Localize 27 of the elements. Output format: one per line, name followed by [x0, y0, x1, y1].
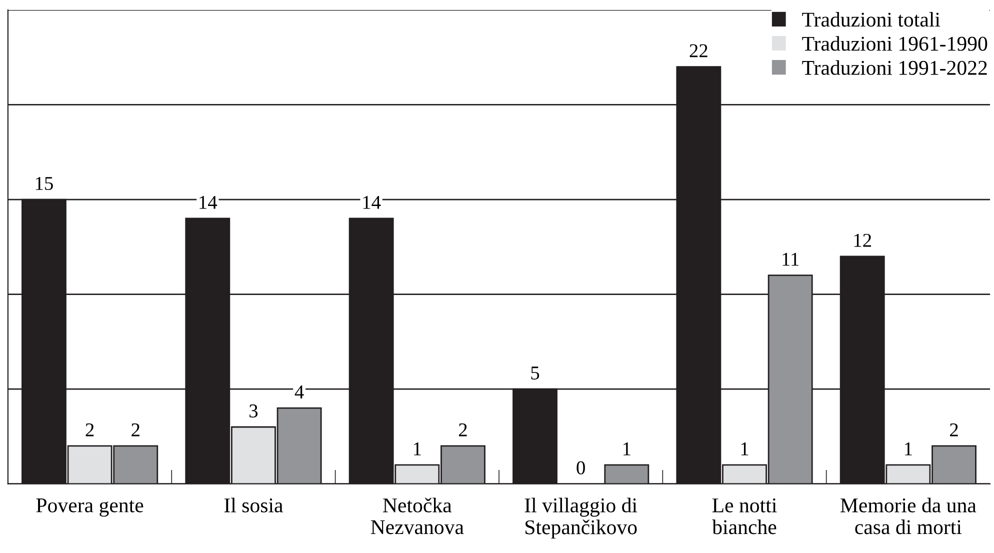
data-label: 14: [200, 196, 218, 209]
data-label: 22: [690, 44, 708, 58]
data-label: 2: [458, 423, 467, 436]
data-label: 12: [854, 234, 872, 247]
x-tick-label: Le notti bianche: [712, 498, 777, 534]
data-label: 2: [86, 423, 94, 436]
data-label: 15: [36, 176, 53, 190]
x-tick-label: Netočka Nezvanova: [370, 498, 464, 534]
x-tick-label: Povera gente: [36, 498, 144, 517]
data-label: 11: [782, 252, 799, 266]
data-label: 14: [363, 196, 381, 209]
data-label: 1: [905, 442, 912, 456]
data-label: 3: [250, 404, 258, 418]
data-label: 4: [294, 386, 304, 398]
data-label: 0: [576, 461, 585, 474]
x-tick-label: Il sosia: [224, 498, 283, 512]
data-label: 5: [531, 366, 540, 380]
data-label: 1: [624, 442, 630, 456]
data-label: 1: [741, 442, 748, 456]
x-tick-label: Il villaggio di Stepančikovo: [524, 498, 638, 539]
legend-label: Traduzioni 1991-2022: [802, 60, 987, 75]
data-label: 1: [414, 442, 421, 456]
data-label: 2: [950, 423, 958, 436]
legend-label: Traduzioni 1961-1990: [802, 36, 988, 51]
data-label: 2: [132, 423, 140, 436]
x-tick-label: Memorie da una casa di morti: [840, 498, 976, 534]
legend-label: Traduzioni totali: [802, 12, 940, 27]
